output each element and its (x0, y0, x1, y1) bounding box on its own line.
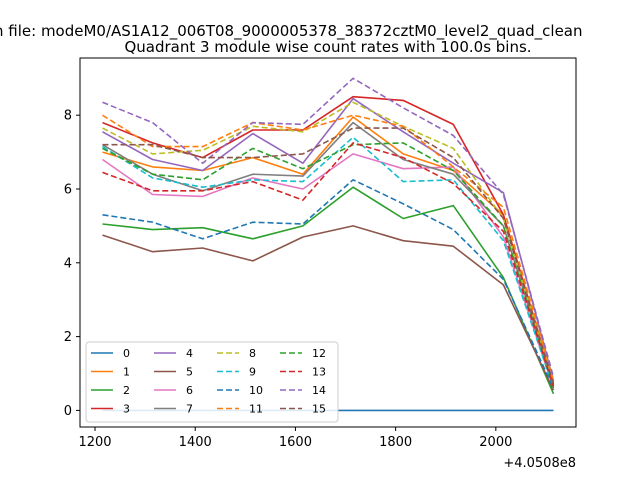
legend-label-5: 5 (186, 366, 193, 379)
legend-label-15: 15 (312, 403, 326, 416)
series-line-12 (102, 142, 555, 389)
x-offset-label: +4.0508e8 (503, 456, 576, 471)
y-tick-label: 6 (64, 182, 72, 197)
x-tick-label: 1200 (78, 435, 111, 450)
series-line-13 (102, 142, 555, 387)
x-tick-label: 2000 (479, 435, 512, 450)
y-tick-label: 2 (64, 330, 72, 345)
legend-label-8: 8 (249, 347, 256, 360)
series-line-15 (102, 127, 555, 385)
legend-label-11: 11 (249, 403, 263, 416)
plot-frame (79, 57, 577, 428)
y-tick-label: 0 (64, 404, 72, 419)
legend-label-13: 13 (312, 366, 326, 379)
legend-box (85, 341, 339, 423)
series-line-9 (102, 136, 555, 389)
suptitle: n file: modeM0/AS1A12_006T08_9000005378_… (0, 22, 583, 41)
series-line-1 (102, 116, 555, 383)
x-tick-label: 1600 (279, 435, 312, 450)
series-line-5 (102, 225, 555, 391)
legend-label-7: 7 (186, 403, 193, 416)
legend-label-0: 0 (123, 347, 130, 360)
series-line-2 (102, 186, 555, 395)
legend-label-10: 10 (249, 384, 263, 397)
series-line-14 (102, 77, 555, 378)
series-line-10 (102, 179, 555, 389)
chart-title: Quadrant 3 module wise count rates with … (124, 38, 531, 56)
legend-label-14: 14 (312, 384, 326, 397)
legend-label-4: 4 (186, 347, 193, 360)
series-layer (102, 77, 555, 412)
y-tick-label: 4 (64, 256, 72, 271)
series-line-8 (102, 101, 555, 383)
series-line-3 (102, 95, 555, 385)
y-tick-label: 8 (64, 109, 72, 124)
legend-label-9: 9 (249, 366, 256, 379)
x-tick-label: 1800 (379, 435, 412, 450)
legend-label-12: 12 (312, 347, 326, 360)
series-line-4 (102, 97, 555, 382)
axes-layer: 1200 1400 1600 1800 2000 0 2 4 6 8 (64, 109, 513, 450)
legend-label-3: 3 (123, 403, 130, 416)
legend-label-1: 1 (123, 366, 130, 379)
legend-label-2: 2 (123, 384, 130, 397)
legend-label-6: 6 (186, 384, 193, 397)
x-tick-label: 1400 (179, 435, 212, 450)
